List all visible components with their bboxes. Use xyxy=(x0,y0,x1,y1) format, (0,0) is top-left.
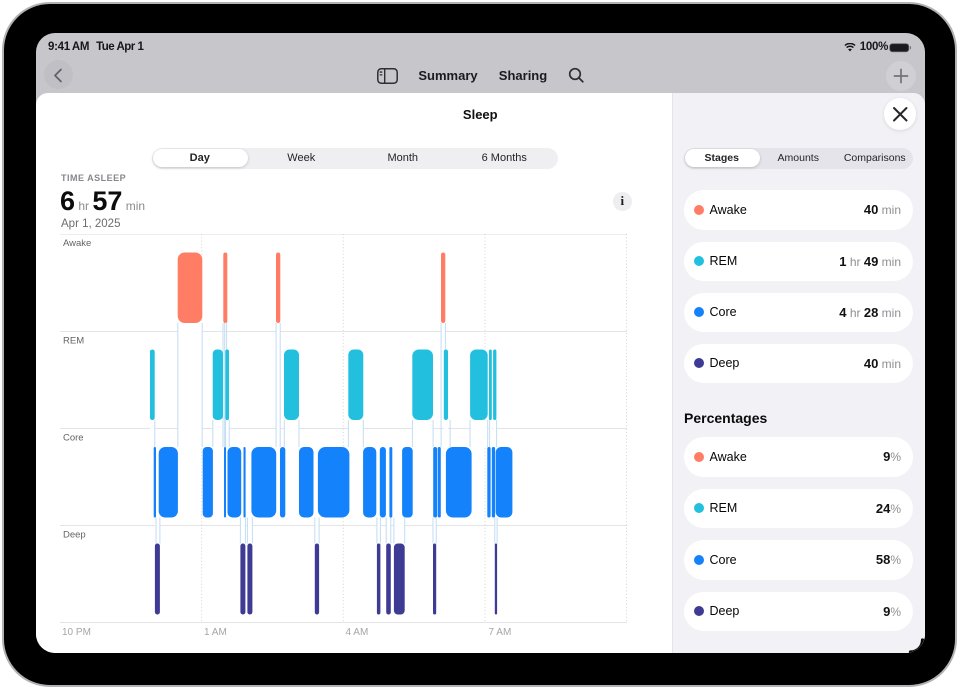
svg-text:10 PM: 10 PM xyxy=(62,627,91,638)
svg-text:4 AM: 4 AM xyxy=(346,627,369,638)
svg-text:Deep: Deep xyxy=(63,530,86,541)
svg-text:Core: Core xyxy=(63,433,84,444)
svg-text:1 AM: 1 AM xyxy=(204,627,227,638)
svg-text:Awake: Awake xyxy=(63,238,91,249)
svg-text:7 AM: 7 AM xyxy=(489,627,512,638)
svg-text:REM: REM xyxy=(63,336,84,347)
